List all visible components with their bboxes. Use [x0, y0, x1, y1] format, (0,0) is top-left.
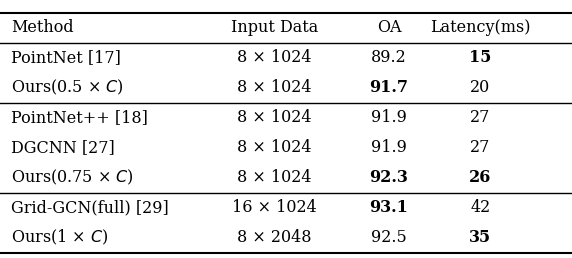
Text: Latency(ms): Latency(ms) [430, 19, 531, 36]
Text: 26: 26 [469, 169, 492, 186]
Text: 8 × 1024: 8 × 1024 [237, 109, 312, 126]
Text: PointNet [17]: PointNet [17] [11, 49, 121, 66]
Text: Method: Method [11, 19, 74, 36]
Text: Input Data: Input Data [231, 19, 318, 36]
Text: 89.2: 89.2 [371, 49, 407, 66]
Text: 91.7: 91.7 [370, 79, 408, 96]
Text: 92.5: 92.5 [371, 229, 407, 246]
Text: OA: OA [377, 19, 401, 36]
Text: 16 × 1024: 16 × 1024 [232, 199, 317, 216]
Text: Ours(1 × $\mathit{C}$): Ours(1 × $\mathit{C}$) [11, 228, 109, 247]
Text: 8 × 1024: 8 × 1024 [237, 49, 312, 66]
Text: DGCNN [27]: DGCNN [27] [11, 139, 115, 156]
Text: Grid-GCN(full) [29]: Grid-GCN(full) [29] [11, 199, 169, 216]
Text: 15: 15 [469, 49, 492, 66]
Text: 8 × 1024: 8 × 1024 [237, 169, 312, 186]
Text: 8 × 1024: 8 × 1024 [237, 139, 312, 156]
Text: 8 × 1024: 8 × 1024 [237, 79, 312, 96]
Text: 20: 20 [470, 79, 491, 96]
Text: 91.9: 91.9 [371, 139, 407, 156]
Text: 92.3: 92.3 [370, 169, 408, 186]
Text: 8 × 2048: 8 × 2048 [237, 229, 312, 246]
Text: Ours(0.75 × $\mathit{C}$): Ours(0.75 × $\mathit{C}$) [11, 168, 134, 187]
Text: 93.1: 93.1 [370, 199, 408, 216]
Text: 91.9: 91.9 [371, 109, 407, 126]
Text: 27: 27 [470, 139, 491, 156]
Text: 42: 42 [470, 199, 491, 216]
Text: 27: 27 [470, 109, 491, 126]
Text: Ours(0.5 × $\mathit{C}$): Ours(0.5 × $\mathit{C}$) [11, 78, 124, 97]
Text: PointNet++ [18]: PointNet++ [18] [11, 109, 148, 126]
Text: 35: 35 [470, 229, 491, 246]
